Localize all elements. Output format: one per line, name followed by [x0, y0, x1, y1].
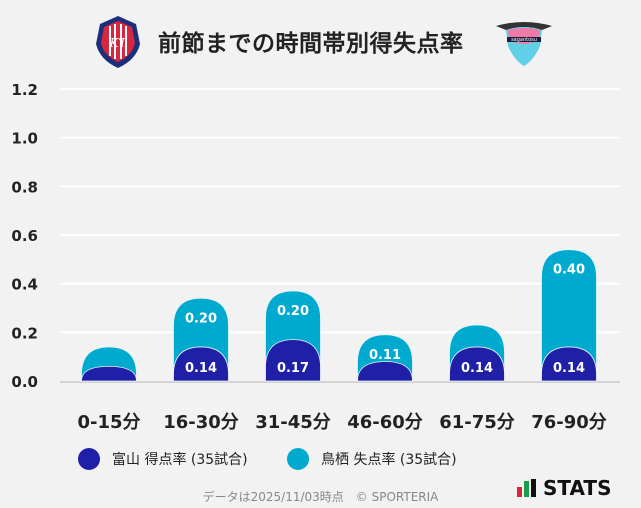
data-label-toyama: 0.17 — [277, 361, 309, 376]
footer-note: データは2025/11/03時点 © SPORTERIA — [202, 490, 439, 504]
sagan-tosu-logo: sagantosu — [494, 20, 554, 72]
y-tick-label: 0.2 — [11, 324, 38, 342]
y-tick-label: 0.8 — [11, 178, 38, 196]
y-tick-label: 0.6 — [11, 227, 38, 245]
bar-toyama — [357, 361, 413, 382]
x-tick-label: 16-30分 — [163, 412, 239, 433]
legend-swatch-toyama — [78, 448, 100, 470]
kataller-toyama-logo: KT — [92, 14, 144, 74]
stats-logo-icon — [517, 479, 536, 497]
bar-toyama — [81, 365, 137, 382]
y-tick-label: 1.0 — [11, 130, 38, 148]
x-tick-label: 76-90分 — [531, 412, 607, 433]
bar-toyama — [265, 339, 321, 382]
chart-title: 前節までの時間帯別得失点率 — [158, 31, 464, 57]
stats-brand-text: STATS — [543, 476, 612, 500]
legend-item-toyama: 富山 得点率 (35試合) — [78, 448, 248, 470]
chart-area: 0.0 0.2 0.4 0.6 0.8 1.0 1.2 0-15分 0.20 0.14 16-30分… — [11, 81, 620, 433]
data-label-tosu: 0.40 — [553, 263, 585, 278]
y-tick-label: 0.0 — [11, 373, 38, 391]
svg-text:sagantosu: sagantosu — [511, 37, 537, 43]
legend-swatch-tosu — [287, 448, 309, 470]
stats-brand: STATS — [517, 476, 611, 500]
x-tick-label: 31-45分 — [255, 412, 331, 433]
legend-item-tosu: 鳥栖 失点率 (35試合) — [287, 448, 457, 470]
data-label-tosu: 0.20 — [185, 311, 217, 326]
bar-toyama — [449, 346, 505, 382]
legend-label-tosu: 鳥栖 失点率 (35試合) — [321, 452, 457, 468]
bar-toyama — [541, 346, 597, 382]
y-tick-label: 1.2 — [11, 81, 38, 99]
data-label-tosu: 0.20 — [277, 304, 309, 319]
x-tick-label: 61-75分 — [439, 412, 515, 433]
data-label-toyama: 0.14 — [461, 361, 493, 376]
data-label-toyama: 0.14 — [553, 361, 585, 376]
x-tick-label: 0-15分 — [77, 412, 140, 433]
y-tick-label: 0.4 — [11, 276, 38, 294]
bar-tosu — [541, 249, 597, 382]
data-label-tosu: 0.11 — [369, 348, 401, 363]
data-label-toyama: 0.14 — [185, 361, 217, 376]
svg-text:KT: KT — [109, 36, 128, 50]
x-tick-label: 46-60分 — [347, 412, 423, 433]
legend-label-toyama: 富山 得点率 (35試合) — [112, 452, 248, 468]
bar-toyama — [173, 346, 229, 382]
